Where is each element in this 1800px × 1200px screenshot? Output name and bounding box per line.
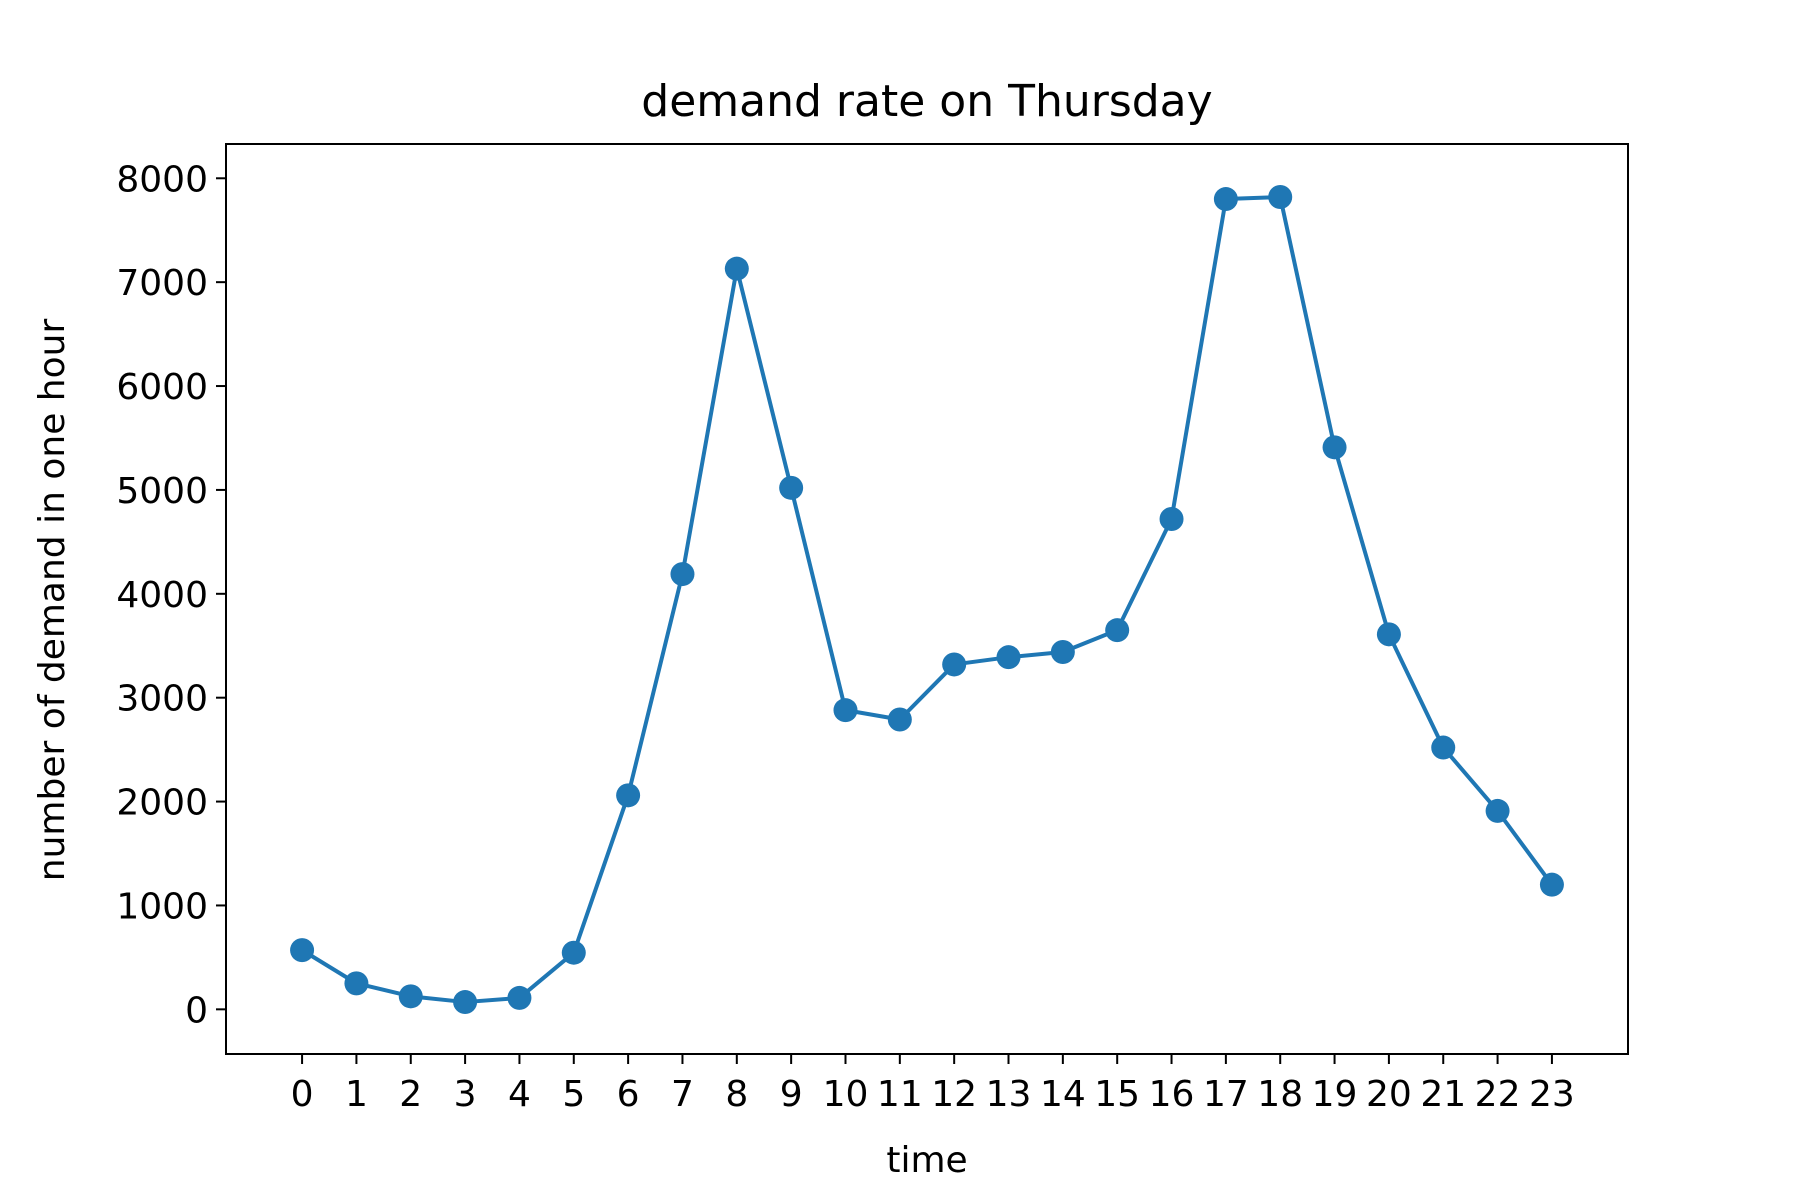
data-point [507,985,532,1010]
x-tick-label: 7 [671,1074,694,1115]
x-tick-label: 12 [931,1074,977,1115]
y-tick-label: 0 [185,990,208,1031]
x-tick-label: 4 [508,1074,531,1115]
data-point [833,698,858,723]
plot-area [290,184,1564,1015]
y-tick-label: 6000 [116,367,208,408]
x-axis-label: time [886,1140,967,1181]
x-tick-label: 10 [823,1074,869,1115]
chart-title: demand rate on Thursday [641,76,1212,127]
data-point [996,645,1021,670]
x-tick-label: 3 [454,1074,477,1115]
x-tick-label: 17 [1203,1074,1249,1115]
data-point [344,971,369,996]
y-tick-label: 2000 [116,783,208,824]
y-tick-label: 5000 [116,471,208,512]
data-point [1431,735,1456,760]
data-point [1050,639,1075,664]
data-point [290,938,315,963]
y-axis-ticks: 0 1000 2000 3000 4000 5000 6000 7000 8000 [116,159,226,1031]
y-tick-label: 4000 [116,575,208,616]
x-tick-label: 9 [780,1074,803,1115]
data-point [1105,618,1130,643]
x-tick-label: 19 [1312,1074,1358,1115]
x-tick-label: 18 [1257,1074,1303,1115]
x-tick-label: 20 [1366,1074,1412,1115]
data-point [561,940,586,965]
data-point [453,990,478,1015]
x-tick-label: 22 [1475,1074,1521,1115]
data-point [724,256,749,281]
x-tick-label: 21 [1420,1074,1466,1115]
data-point [1268,184,1293,209]
y-tick-label: 1000 [116,886,208,927]
y-tick-label: 3000 [116,679,208,720]
data-point [942,652,967,677]
data-point [1485,798,1510,823]
x-tick-label: 1 [345,1074,368,1115]
data-point [1159,507,1184,532]
x-tick-label: 6 [617,1074,640,1115]
data-point [1213,187,1238,212]
x-tick-label: 2 [399,1074,422,1115]
data-point [1539,872,1564,897]
x-tick-label: 23 [1529,1074,1575,1115]
data-point [670,562,695,587]
y-axis-label: number of demand in one hour [32,319,73,882]
x-tick-label: 5 [562,1074,585,1115]
x-tick-label: 11 [877,1074,923,1115]
data-point [887,707,912,732]
x-tick-label: 16 [1149,1074,1195,1115]
x-tick-label: 15 [1094,1074,1140,1115]
data-point [616,783,641,808]
data-point [1376,622,1401,647]
data-point [1322,435,1347,460]
x-tick-label: 8 [725,1074,748,1115]
x-axis-ticks: 0 1 2 3 4 5 6 7 8 9 10 11 12 13 14 15 16 17 18 19 20 21 22 23 [291,1054,1575,1115]
x-tick-label: 0 [291,1074,314,1115]
axes-frame [225,143,1629,1055]
x-tick-label: 14 [1040,1074,1086,1115]
y-tick-label: 7000 [116,263,208,304]
data-point [398,984,423,1009]
data-point [779,475,804,500]
y-tick-label: 8000 [116,159,208,200]
x-tick-label: 13 [986,1074,1032,1115]
